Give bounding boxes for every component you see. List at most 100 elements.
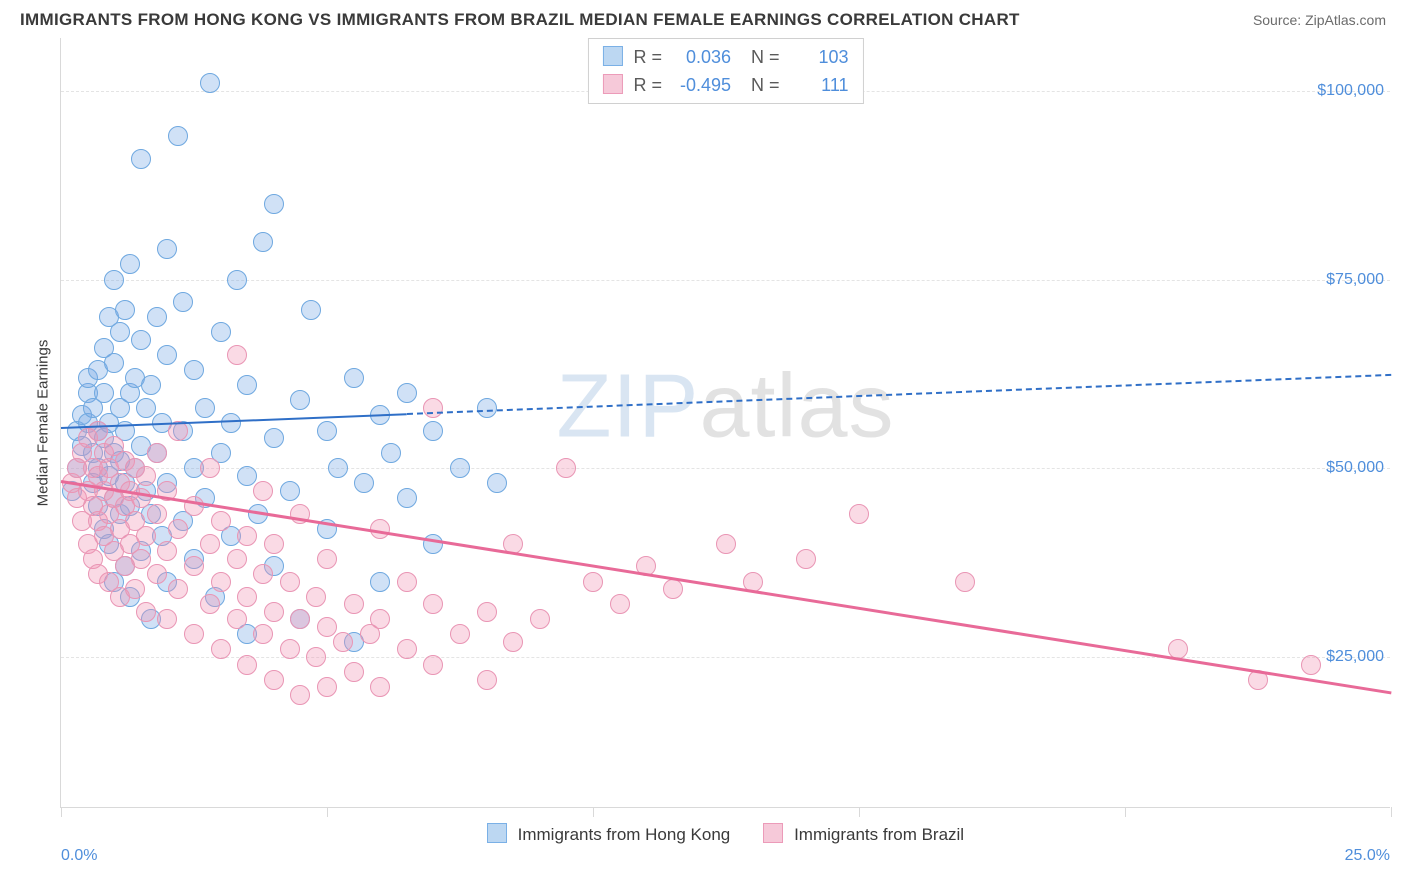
scatter-point	[253, 564, 273, 584]
legend-n-label: N =	[751, 47, 780, 67]
scatter-point	[168, 519, 188, 539]
x-tick	[593, 807, 594, 817]
y-tick-label: $75,000	[1326, 271, 1384, 289]
scatter-point	[955, 572, 975, 592]
scatter-point	[264, 428, 284, 448]
gridline	[61, 657, 1390, 658]
scatter-point	[131, 149, 151, 169]
scatter-point	[88, 421, 108, 441]
legend-r-value-hk: 0.036	[667, 43, 731, 71]
scatter-point	[227, 345, 247, 365]
scatter-point	[487, 473, 507, 493]
scatter-point	[477, 670, 497, 690]
x-axis-min-label: 0.0%	[61, 847, 97, 865]
x-tick	[1391, 807, 1392, 817]
scatter-point	[450, 624, 470, 644]
legend-separator	[735, 825, 759, 844]
scatter-point	[306, 647, 326, 667]
scatter-point	[317, 549, 337, 569]
scatter-point	[280, 481, 300, 501]
legend-row-br: R = -0.495 N = 111	[602, 71, 848, 99]
scatter-point	[147, 443, 167, 463]
scatter-point	[264, 534, 284, 554]
scatter-point	[253, 481, 273, 501]
y-tick-label: $50,000	[1326, 459, 1384, 477]
scatter-point	[110, 322, 130, 342]
scatter-point	[125, 579, 145, 599]
legend-r-label: R =	[633, 75, 662, 95]
scatter-point	[370, 572, 390, 592]
scatter-point	[136, 602, 156, 622]
scatter-point	[237, 375, 257, 395]
scatter-point	[477, 602, 497, 622]
scatter-plot: $25,000$50,000$75,000$100,000	[61, 38, 1390, 807]
series-legend: Immigrants from Hong Kong Immigrants fro…	[61, 823, 1390, 845]
scatter-point	[397, 572, 417, 592]
scatter-point	[227, 270, 247, 290]
scatter-point	[290, 685, 310, 705]
scatter-point	[280, 572, 300, 592]
legend-n-value-br: 111	[785, 71, 849, 99]
x-tick	[61, 807, 62, 817]
scatter-point	[211, 511, 231, 531]
scatter-point	[157, 541, 177, 561]
legend-n-value-hk: 103	[785, 43, 849, 71]
scatter-point	[157, 345, 177, 365]
scatter-point	[397, 488, 417, 508]
x-tick	[1125, 807, 1126, 817]
scatter-point	[716, 534, 736, 554]
scatter-point	[477, 398, 497, 418]
scatter-point	[200, 534, 220, 554]
scatter-point	[397, 639, 417, 659]
legend-swatch-br	[602, 74, 622, 94]
scatter-point	[264, 670, 284, 690]
scatter-point	[147, 307, 167, 327]
scatter-point	[221, 413, 241, 433]
scatter-point	[344, 368, 364, 388]
scatter-point	[344, 594, 364, 614]
scatter-point	[397, 383, 417, 403]
scatter-point	[423, 398, 443, 418]
scatter-point	[147, 504, 167, 524]
scatter-point	[237, 587, 257, 607]
scatter-point	[264, 194, 284, 214]
scatter-point	[237, 655, 257, 675]
scatter-point	[168, 579, 188, 599]
legend-swatch-hk	[602, 46, 622, 66]
scatter-point	[610, 594, 630, 614]
scatter-point	[354, 473, 374, 493]
scatter-point	[423, 534, 443, 554]
scatter-point	[583, 572, 603, 592]
scatter-point	[290, 390, 310, 410]
scatter-point	[184, 624, 204, 644]
scatter-point	[120, 254, 140, 274]
series-swatch-br	[763, 823, 783, 843]
legend-r-value-br: -0.495	[667, 71, 731, 99]
scatter-point	[503, 632, 523, 652]
scatter-point	[227, 549, 247, 569]
scatter-point	[556, 458, 576, 478]
scatter-point	[663, 579, 683, 599]
trend-line	[407, 374, 1391, 415]
scatter-point	[136, 398, 156, 418]
scatter-point	[301, 300, 321, 320]
scatter-point	[184, 360, 204, 380]
scatter-point	[381, 443, 401, 463]
scatter-point	[131, 549, 151, 569]
scatter-point	[136, 466, 156, 486]
scatter-point	[423, 421, 443, 441]
scatter-point	[253, 232, 273, 252]
series-name-hk: Immigrants from Hong Kong	[518, 825, 731, 844]
scatter-point	[141, 375, 161, 395]
scatter-point	[227, 609, 247, 629]
y-axis-label: Median Female Earnings	[35, 339, 52, 506]
scatter-point	[104, 353, 124, 373]
scatter-point	[450, 458, 470, 478]
scatter-point	[344, 662, 364, 682]
scatter-point	[200, 594, 220, 614]
scatter-point	[94, 383, 114, 403]
legend-n-label: N =	[751, 75, 780, 95]
plot-area: Median Female Earnings R = 0.036 N = 103…	[60, 38, 1390, 808]
scatter-point	[333, 632, 353, 652]
scatter-point	[147, 564, 167, 584]
